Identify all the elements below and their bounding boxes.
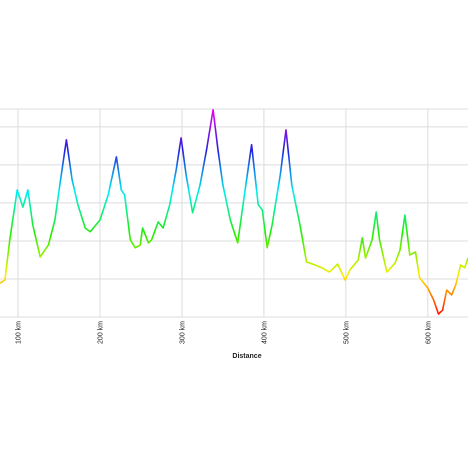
x-axis-title: Distance xyxy=(232,353,261,360)
x-tick-label: 600 km xyxy=(425,321,432,344)
x-tick-label: 100 km xyxy=(16,321,23,344)
x-tick-label: 200 km xyxy=(97,321,104,344)
x-tick-label: 500 km xyxy=(343,321,350,344)
elevation-line xyxy=(0,109,468,315)
x-tick-label: 400 km xyxy=(261,321,268,344)
x-tick-label: 300 km xyxy=(179,321,186,344)
